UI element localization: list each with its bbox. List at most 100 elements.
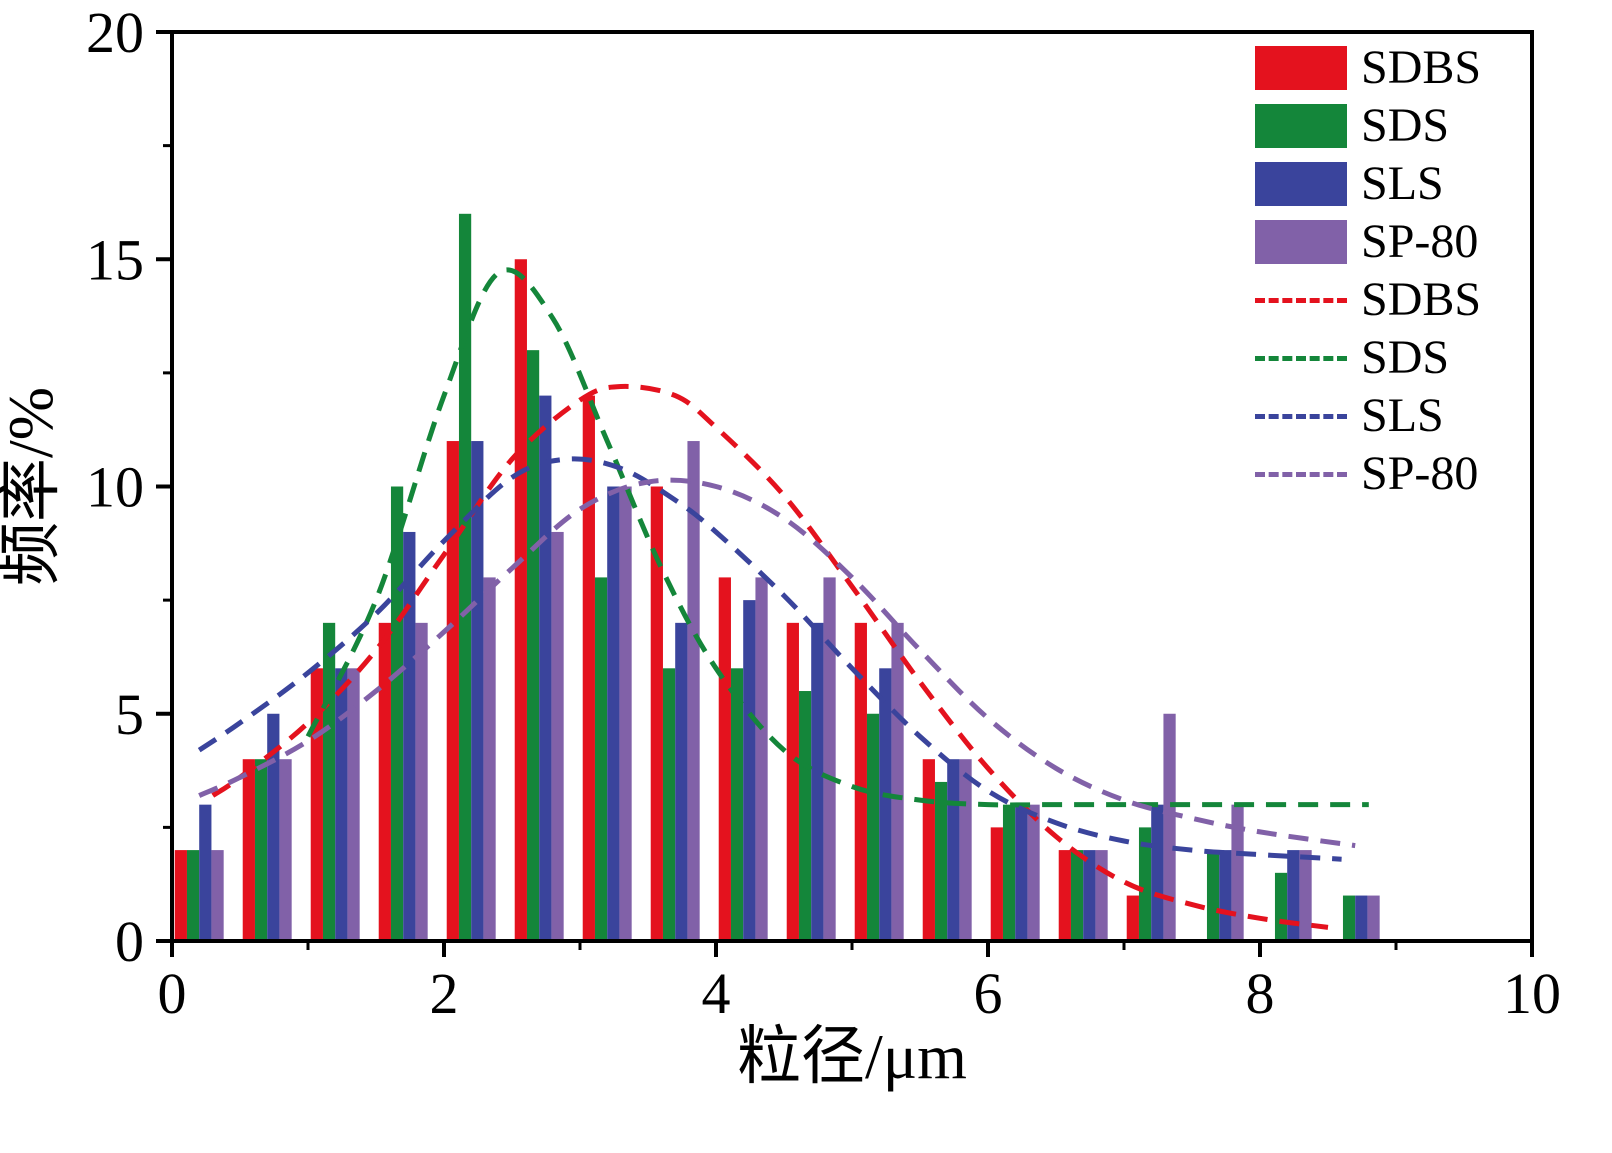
bar-sp-80-4	[483, 577, 496, 941]
bar-sds-7	[662, 668, 676, 941]
bar-sds-4	[458, 213, 472, 942]
bar-sdbs-13	[1058, 850, 1071, 941]
legend-dash-sdbs	[1255, 297, 1347, 303]
bar-sls-0	[199, 804, 212, 941]
bar-sdbs-14	[1126, 895, 1139, 941]
x-tick-label: 6	[974, 961, 1003, 1026]
bar-sdbs-12	[990, 827, 1003, 941]
bar-sdbs-8	[718, 577, 731, 941]
bar-sp-80-1	[279, 759, 292, 941]
legend-label: SLS	[1361, 157, 1444, 210]
legend-item-sdbs-rect: SDBS	[1255, 40, 1481, 96]
legend-label: SDS	[1361, 331, 1450, 384]
x-axis-label: 粒径/μm	[737, 1021, 967, 1092]
legend-swatch-sls	[1255, 162, 1347, 206]
fit-curve-sds	[305, 267, 1369, 808]
bar-sdbs-7	[650, 486, 663, 941]
bar-sds-1	[254, 759, 268, 941]
legend-item-sp-80-dash: SP-80	[1255, 446, 1481, 502]
bar-sds-8	[730, 668, 744, 941]
bar-sp-80-10	[891, 622, 904, 941]
bar-sp-80-8	[755, 577, 768, 941]
y-tick-label: 15	[86, 227, 144, 292]
bar-sls-4	[471, 441, 484, 941]
bar-sls-1	[267, 713, 280, 941]
chart-legend: SDBS SDS SLS SP-80 SDBS SDS SLS SP-80	[1255, 40, 1481, 502]
bar-sds-14	[1138, 827, 1152, 941]
bar-sls-8	[743, 600, 756, 941]
legend-label: SLS	[1361, 389, 1444, 442]
y-tick-label: 10	[86, 455, 144, 520]
bar-sdbs-5	[514, 259, 527, 941]
legend-label: SDBS	[1361, 273, 1482, 326]
bar-sp-80-17	[1367, 895, 1380, 941]
y-axis-label: 频率/%	[0, 387, 66, 586]
bar-sds-10	[866, 713, 880, 941]
bar-sp-80-0	[211, 850, 224, 941]
bar-sls-13	[1083, 850, 1096, 941]
y-tick-label: 5	[115, 682, 144, 747]
bar-sp-80-16	[1299, 850, 1312, 941]
legend-item-sp-80-rect: SP-80	[1255, 214, 1481, 270]
bar-sp-80-9	[823, 577, 836, 941]
bar-sls-12	[1015, 804, 1028, 941]
bar-sds-3	[390, 486, 404, 941]
bar-sdbs-11	[922, 759, 935, 941]
x-tick-label: 8	[1246, 961, 1275, 1026]
legend-label: SDBS	[1361, 41, 1482, 94]
bar-sds-6	[594, 577, 608, 941]
legend-label: SP-80	[1361, 215, 1479, 268]
bar-sls-16	[1287, 850, 1300, 941]
legend-dash-sp-80	[1255, 471, 1347, 477]
bar-sp-80-15	[1231, 804, 1244, 941]
legend-item-sls-rect: SLS	[1255, 156, 1481, 212]
bar-sp-80-7	[687, 441, 700, 941]
legend-swatch-sdbs	[1255, 46, 1347, 90]
bar-sls-9	[811, 622, 824, 941]
bar-sls-17	[1355, 895, 1368, 941]
bar-sds-13	[1070, 850, 1084, 941]
fit-curve-sp-80	[198, 477, 1356, 849]
bar-sds-11	[934, 781, 948, 941]
x-tick-label: 0	[158, 961, 187, 1026]
bar-sds-2	[322, 622, 336, 941]
bar-sls-3	[403, 531, 416, 941]
bar-sdbs-9	[786, 622, 799, 941]
fit-curve-sls	[197, 456, 1342, 862]
x-tick-label: 10	[1503, 961, 1561, 1026]
bar-sds-0	[186, 850, 200, 941]
bar-sp-80-3	[415, 622, 428, 941]
bar-sdbs-3	[378, 622, 391, 941]
fit-curve-sdbs	[211, 383, 1329, 930]
legend-item-sdbs-dash: SDBS	[1255, 272, 1481, 328]
bar-sls-7	[675, 622, 688, 941]
bar-sdbs-4	[446, 441, 459, 941]
bar-sds-17	[1342, 895, 1356, 941]
bar-sp-80-13	[1095, 850, 1108, 941]
bar-sdbs-1	[242, 759, 255, 941]
bar-sp-80-12	[1027, 804, 1040, 941]
x-tick-label: 2	[430, 961, 459, 1026]
bar-sp-80-14	[1163, 713, 1176, 941]
bar-sp-80-6	[619, 486, 632, 941]
bar-sls-10	[879, 668, 892, 941]
bar-sls-14	[1151, 804, 1164, 941]
legend-item-sls-dash: SLS	[1255, 388, 1481, 444]
legend-dash-sls	[1255, 413, 1347, 419]
y-tick-label: 0	[115, 909, 144, 974]
legend-item-sds-dash: SDS	[1255, 330, 1481, 386]
bar-sls-15	[1219, 850, 1232, 941]
bar-sds-9	[798, 691, 812, 941]
bar-sdbs-6	[582, 395, 595, 942]
legend-item-sds-rect: SDS	[1255, 98, 1481, 154]
bar-sds-15	[1206, 850, 1220, 941]
bar-sds-5	[526, 350, 540, 941]
y-tick-label: 20	[86, 0, 144, 65]
bar-sp-80-2	[347, 668, 360, 941]
bar-sdbs-0	[174, 850, 187, 941]
legend-dash-sds	[1255, 355, 1347, 361]
legend-label: SP-80	[1361, 447, 1479, 500]
bar-sdbs-10	[854, 622, 867, 941]
bar-sp-80-5	[551, 531, 564, 941]
